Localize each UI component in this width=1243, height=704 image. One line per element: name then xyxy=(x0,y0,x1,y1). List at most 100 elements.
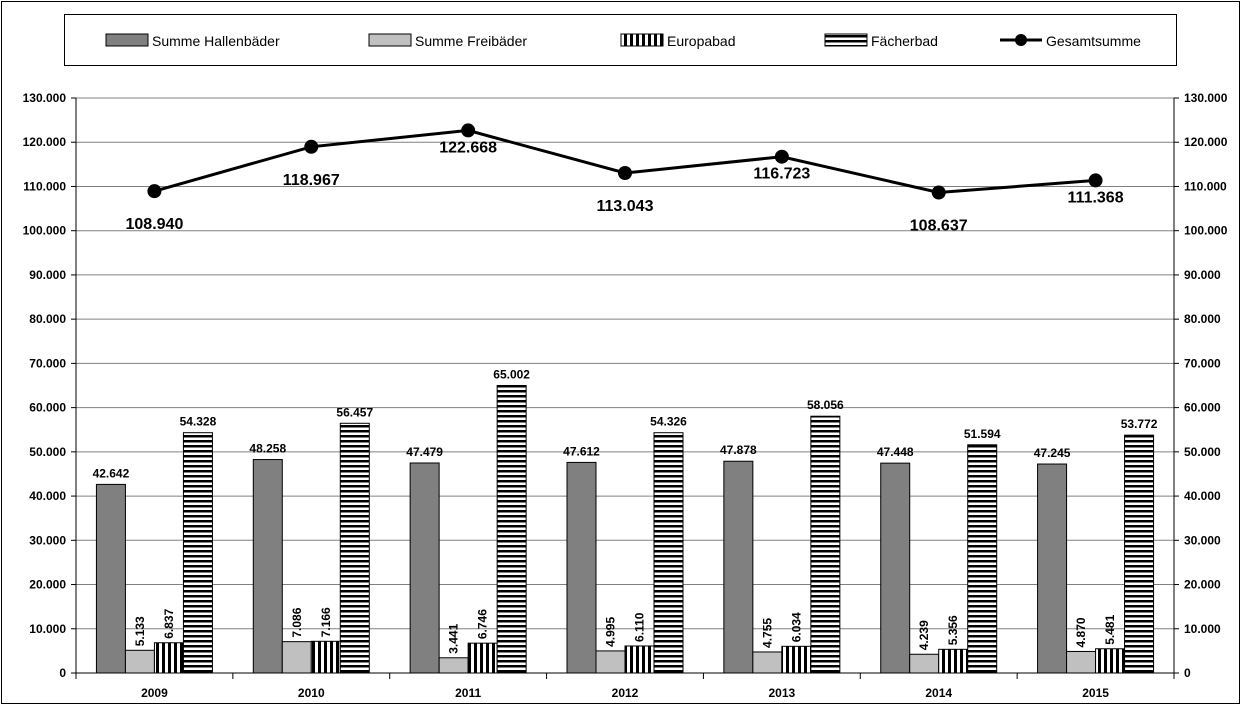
y-tick-label-left: 100.000 xyxy=(23,224,67,238)
total-label: 108.637 xyxy=(910,217,968,234)
y-tick-label-left: 120.000 xyxy=(23,135,67,149)
bar xyxy=(95,483,126,674)
line-marker xyxy=(461,123,476,138)
line-marker xyxy=(147,184,162,199)
data-label: 5.481 xyxy=(1103,614,1117,644)
data-label: 5.133 xyxy=(133,616,147,646)
bar xyxy=(1124,434,1155,674)
y-tick-label-right: 40.000 xyxy=(1184,489,1221,503)
y-tick-label-right: 100.000 xyxy=(1184,224,1228,238)
total-label: 122.668 xyxy=(439,139,497,156)
bar xyxy=(595,650,626,674)
y-tick-label-right: 130.000 xyxy=(1184,91,1228,105)
x-tick-label: 2013 xyxy=(769,686,796,700)
total-label: 108.940 xyxy=(126,216,184,233)
legend-label: Summe Freibäder xyxy=(415,33,527,49)
legend-label: Europabad xyxy=(667,33,736,49)
legend-label: Gesamtsumme xyxy=(1046,33,1141,49)
y-tick-label-left: 70.000 xyxy=(29,356,66,370)
bar xyxy=(467,642,498,674)
y-tick-label-right: 20.000 xyxy=(1184,578,1221,592)
data-label: 6.034 xyxy=(789,612,803,642)
bar xyxy=(653,432,684,674)
y-tick-label-right: 50.000 xyxy=(1184,445,1221,459)
data-label: 4.870 xyxy=(1074,617,1088,647)
y-tick-label-right: 120.000 xyxy=(1184,135,1228,149)
data-label: 53.772 xyxy=(1121,417,1158,431)
x-tick-label: 2011 xyxy=(455,686,481,700)
bar xyxy=(938,648,969,674)
data-label: 54.328 xyxy=(180,415,217,429)
y-tick-label-left: 130.000 xyxy=(23,91,67,105)
y-tick-label-right: 90.000 xyxy=(1184,268,1221,282)
y-tick-label-right: 70.000 xyxy=(1184,356,1221,370)
legend-label: Summe Hallenbäder xyxy=(152,33,280,49)
bar xyxy=(1037,463,1068,674)
data-label: 5.356 xyxy=(946,615,960,645)
bar xyxy=(252,459,283,674)
total-label: 118.967 xyxy=(283,172,340,189)
y-tick-label-right: 110.000 xyxy=(1184,179,1227,193)
bar xyxy=(880,462,911,674)
data-label: 4.239 xyxy=(917,620,931,650)
data-label: 7.086 xyxy=(290,607,304,637)
y-tick-label-right: 30.000 xyxy=(1184,533,1221,547)
bar xyxy=(339,422,370,674)
y-tick-label-right: 0 xyxy=(1184,666,1191,680)
bar xyxy=(967,444,998,674)
data-label: 51.594 xyxy=(964,427,1001,441)
data-label: 47.479 xyxy=(406,445,443,459)
y-tick-label-left: 10.000 xyxy=(29,622,66,636)
y-tick-label-right: 10.000 xyxy=(1184,622,1221,636)
bar xyxy=(723,460,754,674)
total-label: 111.368 xyxy=(1068,189,1124,206)
bar xyxy=(624,645,655,674)
bar xyxy=(496,384,527,674)
bar xyxy=(1095,648,1126,674)
bar xyxy=(909,653,940,674)
data-label: 47.245 xyxy=(1034,446,1071,460)
bar xyxy=(566,461,597,674)
bar xyxy=(281,641,312,674)
line-marker xyxy=(618,166,632,181)
line-marker xyxy=(1088,173,1103,188)
x-tick-label: 2012 xyxy=(612,686,639,700)
bar xyxy=(182,432,213,674)
bar xyxy=(124,649,155,674)
data-label: 47.878 xyxy=(720,443,757,457)
data-label: 54.326 xyxy=(650,415,687,429)
y-tick-label-right: 60.000 xyxy=(1184,401,1221,415)
y-tick-label-left: 110.000 xyxy=(23,179,66,193)
x-tick-label: 2014 xyxy=(925,686,952,700)
data-label: 58.056 xyxy=(807,398,844,412)
total-label: 116.723 xyxy=(753,166,810,183)
legend-line-marker xyxy=(1015,34,1027,46)
legend-swatch xyxy=(620,33,664,47)
y-tick-label-left: 80.000 xyxy=(29,312,66,326)
data-label: 47.448 xyxy=(877,445,914,459)
bar xyxy=(1066,650,1097,674)
bar xyxy=(810,415,841,674)
line-marker xyxy=(774,149,789,164)
bar xyxy=(409,462,440,674)
data-label: 56.457 xyxy=(336,405,373,419)
y-tick-label-left: 0 xyxy=(59,666,66,680)
legend-swatch xyxy=(368,33,412,47)
data-label: 6.746 xyxy=(476,609,490,639)
total-label: 113.043 xyxy=(597,198,654,215)
legend-label: Fächerbad xyxy=(871,33,938,49)
y-tick-label-left: 50.000 xyxy=(29,445,66,459)
line-marker xyxy=(304,139,319,154)
bar xyxy=(781,645,812,674)
data-label: 4.755 xyxy=(760,618,774,648)
x-tick-label: 2010 xyxy=(298,686,325,700)
y-tick-label-right: 80.000 xyxy=(1184,312,1221,326)
y-tick-label-left: 20.000 xyxy=(29,578,66,592)
data-label: 48.258 xyxy=(249,442,286,456)
bar xyxy=(310,640,341,674)
line-marker xyxy=(931,185,946,200)
bar xyxy=(438,657,469,674)
y-tick-label-left: 30.000 xyxy=(29,533,66,547)
data-label: 47.612 xyxy=(563,444,600,458)
data-label: 3.441 xyxy=(447,623,461,653)
